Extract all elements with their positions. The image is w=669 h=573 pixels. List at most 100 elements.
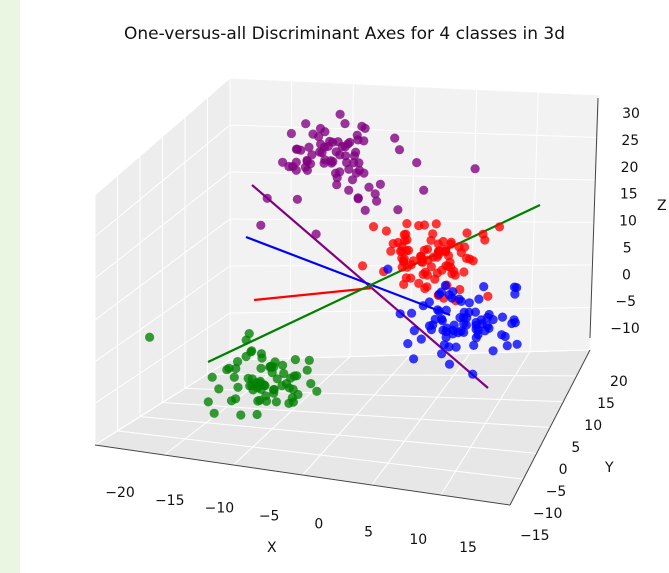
data-point (335, 167, 345, 177)
x-axis-line (94, 444, 511, 506)
data-point (390, 133, 400, 143)
data-point (281, 379, 291, 389)
x-tick-label: −15 (155, 493, 185, 509)
y-tick-label: 20 (610, 374, 628, 390)
data-point (304, 142, 314, 152)
data-point (512, 339, 522, 349)
data-point (319, 158, 329, 168)
data-point (459, 327, 469, 337)
data-point (344, 185, 354, 195)
data-point (447, 269, 457, 279)
data-point (422, 244, 433, 254)
data-point (304, 355, 314, 365)
data-point (393, 205, 403, 215)
data-point (443, 251, 454, 261)
x-tick-label: −5 (259, 509, 280, 525)
gridline (229, 124, 599, 138)
gridline (229, 77, 601, 96)
data-point (441, 332, 451, 342)
data-point (464, 298, 474, 308)
data-point (265, 362, 275, 372)
data-point (207, 372, 217, 382)
data-point (399, 230, 409, 240)
data-point (307, 150, 317, 160)
figure: One-versus-all Discriminant Axes for 4 c… (20, 0, 669, 573)
y-axis-label: Y (604, 460, 614, 476)
gridline (229, 349, 591, 361)
data-point (419, 220, 430, 230)
data-point (231, 394, 241, 404)
y-tick-label: −5 (546, 484, 567, 500)
data-point (381, 226, 391, 236)
data-point (335, 150, 345, 160)
data-point (252, 409, 262, 420)
data-point (469, 340, 479, 350)
axis-edges (94, 97, 599, 506)
data-point (311, 229, 321, 239)
data-point (409, 354, 419, 364)
data-point (231, 363, 241, 374)
data-point (462, 228, 472, 238)
data-point (368, 222, 379, 232)
data-point (364, 182, 374, 192)
data-point (441, 305, 451, 315)
data-point (416, 251, 426, 261)
data-point (288, 384, 298, 394)
data-point (340, 119, 350, 129)
gridline (589, 94, 601, 351)
data-point (455, 284, 465, 295)
y-tick-label: 15 (597, 396, 615, 412)
x-tick-label: 15 (459, 540, 477, 556)
data-point (301, 119, 311, 129)
chart-title: One-versus-all Discriminant Axes for 4 c… (123, 24, 566, 44)
data-point (393, 237, 403, 248)
data-point (446, 237, 456, 247)
data-point (271, 397, 281, 407)
data-point (420, 283, 430, 294)
data-point (252, 383, 262, 393)
data-point (375, 179, 385, 189)
data-point (502, 341, 512, 351)
data-point (471, 324, 481, 334)
data-point (470, 307, 480, 317)
data-point (470, 164, 480, 174)
data-point (272, 374, 282, 384)
data-point (312, 386, 322, 396)
data-point (416, 334, 426, 344)
data-point (394, 145, 405, 155)
data-point (256, 220, 266, 230)
y-tick-label: −10 (533, 506, 563, 522)
data-point (353, 194, 363, 204)
data-point (214, 384, 224, 394)
data-point (448, 287, 458, 297)
data-point (494, 222, 505, 232)
data-point (399, 279, 409, 289)
y-tick-label: 10 (584, 418, 602, 434)
data-point (291, 157, 301, 167)
z-tick-label: −10 (610, 321, 640, 337)
data-points (145, 109, 522, 420)
data-point (420, 267, 430, 277)
data-point (402, 219, 412, 229)
data-point (261, 396, 272, 406)
data-point (328, 137, 338, 147)
data-point (302, 365, 312, 375)
data-point (357, 261, 368, 271)
data-point (459, 267, 469, 277)
x-tick-label: −20 (105, 485, 135, 501)
gridlines (94, 77, 601, 506)
x-axis-label: X (267, 540, 277, 556)
data-point (145, 332, 155, 342)
data-point (290, 355, 300, 365)
data-point (349, 158, 359, 168)
data-point (342, 158, 352, 168)
data-point (428, 229, 438, 239)
data-point (444, 359, 455, 369)
data-point (278, 360, 288, 370)
data-point (451, 342, 461, 352)
data-point (349, 151, 359, 161)
data-point (459, 319, 469, 329)
data-point (436, 287, 446, 297)
z-tick-label: 20 (621, 160, 639, 176)
data-point (360, 123, 370, 133)
